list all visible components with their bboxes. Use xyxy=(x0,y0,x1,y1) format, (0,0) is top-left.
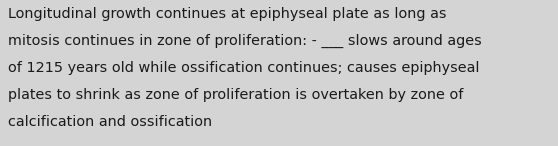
Text: calcification and ossification: calcification and ossification xyxy=(8,115,213,129)
Text: mitosis continues in zone of proliferation: - ___ slows around ages: mitosis continues in zone of proliferati… xyxy=(8,34,482,48)
Text: of 1215 years old while ossification continues; causes epiphyseal: of 1215 years old while ossification con… xyxy=(8,61,480,75)
Text: plates to shrink as zone of proliferation is overtaken by zone of: plates to shrink as zone of proliferatio… xyxy=(8,88,464,102)
Text: Longitudinal growth continues at epiphyseal plate as long as: Longitudinal growth continues at epiphys… xyxy=(8,7,447,21)
